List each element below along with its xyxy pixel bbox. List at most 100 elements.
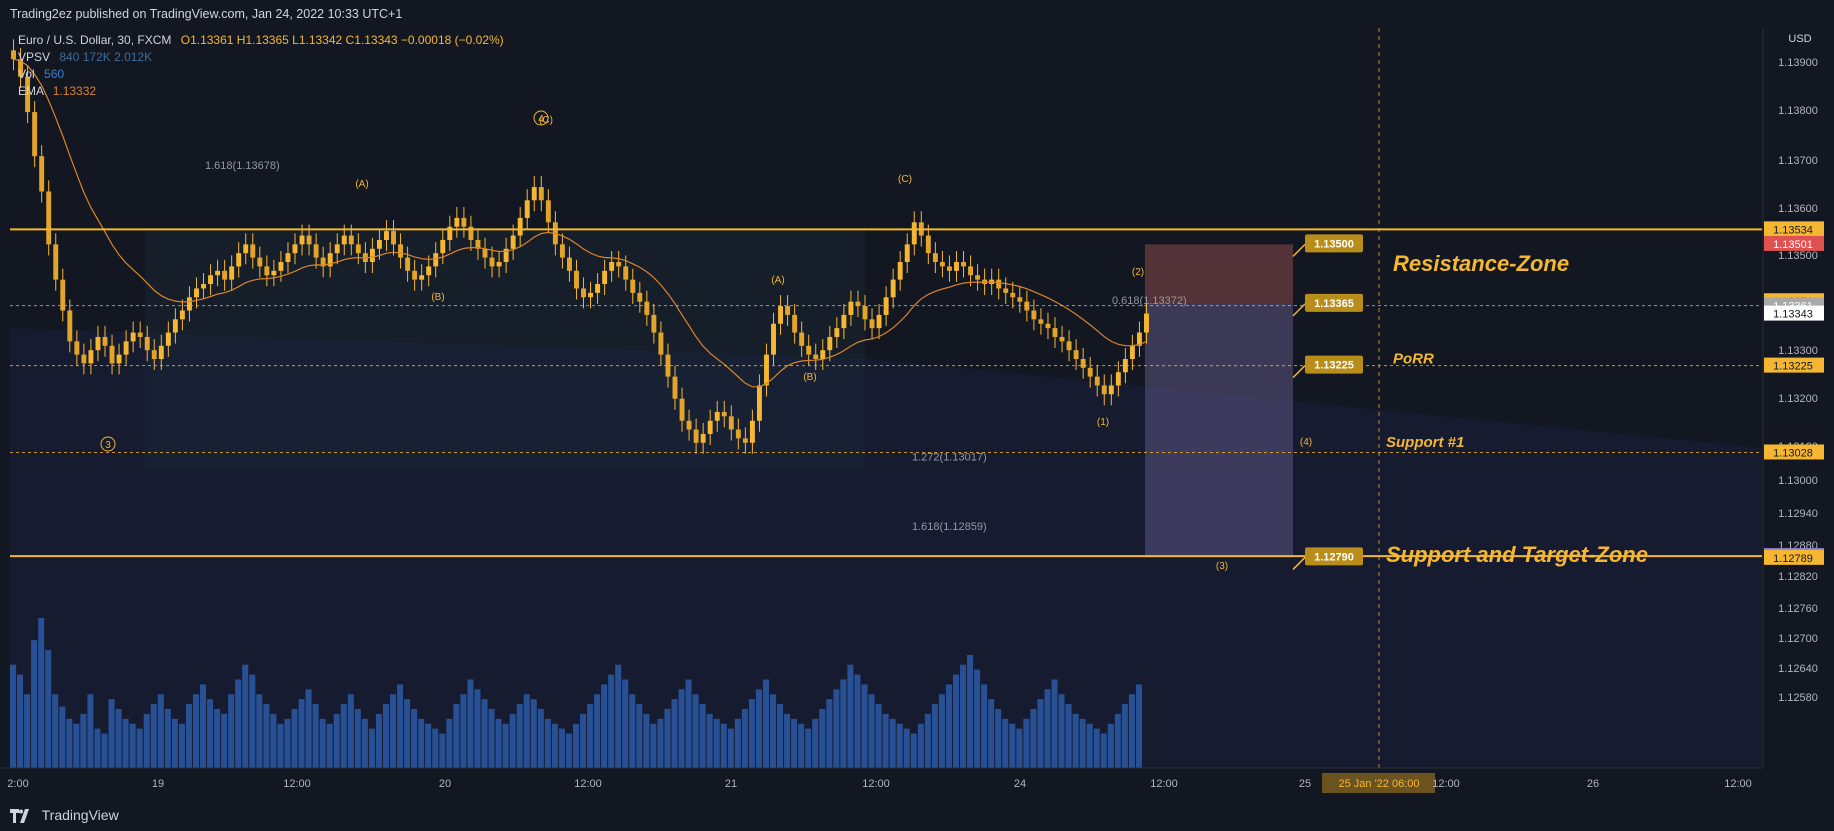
volume-bar (446, 718, 453, 768)
target-zone-box[interactable] (1145, 303, 1293, 558)
candle (764, 354, 769, 386)
candle (679, 398, 685, 421)
y-tick-label: 1.12580 (1778, 692, 1818, 704)
candle (996, 279, 1002, 289)
candle (384, 231, 389, 240)
volume-bar (1114, 713, 1121, 768)
fib-label: 1.618(1.12859) (912, 521, 987, 533)
x-tick-label: 12:00 (1432, 778, 1460, 790)
candle (869, 319, 875, 329)
price-label-box[interactable] (1764, 357, 1824, 373)
level-tag-text: 1.12790 (1314, 551, 1354, 563)
volume-bar (460, 694, 467, 768)
volume-bar (755, 689, 762, 768)
wave-label: (3) (1216, 561, 1228, 572)
price-label: 1.13343 (1773, 309, 1813, 321)
volume-bar (305, 689, 312, 768)
candle (911, 222, 917, 245)
legend-ema-row[interactable]: EMA 1.13332 (18, 84, 96, 98)
legend-vpsv-row[interactable]: VPSV 840 172K 2.012K (18, 50, 152, 64)
price-label-box[interactable] (1764, 444, 1824, 460)
candle (503, 248, 509, 262)
price-label-box[interactable] (1764, 305, 1824, 321)
candle (834, 328, 840, 337)
footer-brand[interactable]: TradingView (41, 807, 119, 823)
volume-bar (572, 723, 579, 768)
candle (236, 253, 242, 267)
volume-bar (382, 704, 389, 768)
candle (489, 257, 495, 267)
time-cursor-box[interactable] (1322, 773, 1435, 793)
volume-bar (185, 704, 192, 768)
legend-vol-row[interactable]: Vol 560 (18, 67, 64, 81)
volume-bar (418, 718, 425, 768)
candle (946, 266, 952, 271)
publisher-bar: Trading2ez published on TradingView.com,… (0, 0, 1834, 28)
x-tick-label: 26 (1587, 778, 1599, 790)
volume-bar (17, 674, 24, 768)
x-tick-label: 20 (439, 778, 451, 790)
candle (651, 314, 657, 333)
volume-bar (798, 723, 805, 768)
volume-bar (1093, 728, 1100, 768)
candle (1122, 359, 1128, 373)
candle (292, 244, 298, 254)
price-label-box[interactable] (1764, 549, 1824, 565)
candle (665, 354, 671, 377)
volume-bar (256, 694, 263, 768)
price-label-box[interactable] (1764, 235, 1824, 251)
candle (369, 248, 375, 262)
volume-bar (741, 708, 748, 768)
candle (95, 336, 101, 351)
candle (334, 244, 340, 254)
candle (1073, 350, 1079, 359)
volume-bar (685, 679, 692, 768)
y-tick-label: 1.12760 (1778, 603, 1818, 615)
price-label-box[interactable] (1764, 221, 1824, 237)
legend-ema-value: 1.13332 (52, 84, 97, 98)
volume-bar (150, 704, 157, 768)
volume-bar (636, 704, 643, 768)
volume-bar (861, 684, 868, 768)
level-tag[interactable] (1305, 234, 1363, 253)
currency-label: USD (1788, 33, 1811, 45)
volume-bar (657, 718, 664, 768)
candle (602, 270, 608, 285)
volume-bar (38, 618, 45, 768)
candle (566, 257, 572, 271)
candle (405, 257, 411, 271)
volume-bar (474, 689, 481, 768)
candle (1108, 385, 1114, 395)
volume-bar (734, 718, 741, 768)
volume-bar (551, 723, 558, 768)
level-tag[interactable] (1305, 355, 1363, 374)
legend-symbol-row[interactable]: Euro / U.S. Dollar, 30, FXCM O1.13361 H1… (18, 33, 504, 47)
candle (756, 385, 762, 421)
candle (510, 235, 516, 249)
volume-bar (122, 718, 129, 768)
candle (939, 262, 945, 267)
volume-bar (411, 708, 418, 768)
stop-zone-box[interactable] (1145, 244, 1293, 304)
candle (714, 411, 720, 421)
volume-bar (1030, 708, 1037, 768)
fib-label: 0.618(1.13372) (1112, 295, 1187, 307)
volume-bar (833, 689, 840, 768)
candle (25, 76, 31, 113)
footer-bar: TradingView (0, 800, 1834, 831)
candle (862, 306, 868, 320)
volume-bar (1051, 679, 1058, 768)
price-chart[interactable]: 1.618(1.13678) 1.272(1.13017) 1.618(1.1285… (0, 28, 1834, 800)
candle (904, 244, 910, 262)
shaded-region (10, 328, 1762, 768)
candle (264, 266, 270, 276)
level-tag[interactable] (1305, 547, 1363, 566)
volume-bar (312, 704, 319, 768)
legend-vol-label: Vol (18, 67, 35, 81)
candle (18, 59, 24, 77)
candle (355, 244, 361, 254)
y-tick-label: 1.13300 (1778, 345, 1818, 357)
price-axis[interactable] (1763, 28, 1834, 800)
level-tag[interactable] (1305, 293, 1363, 312)
volume-bar (762, 679, 769, 768)
